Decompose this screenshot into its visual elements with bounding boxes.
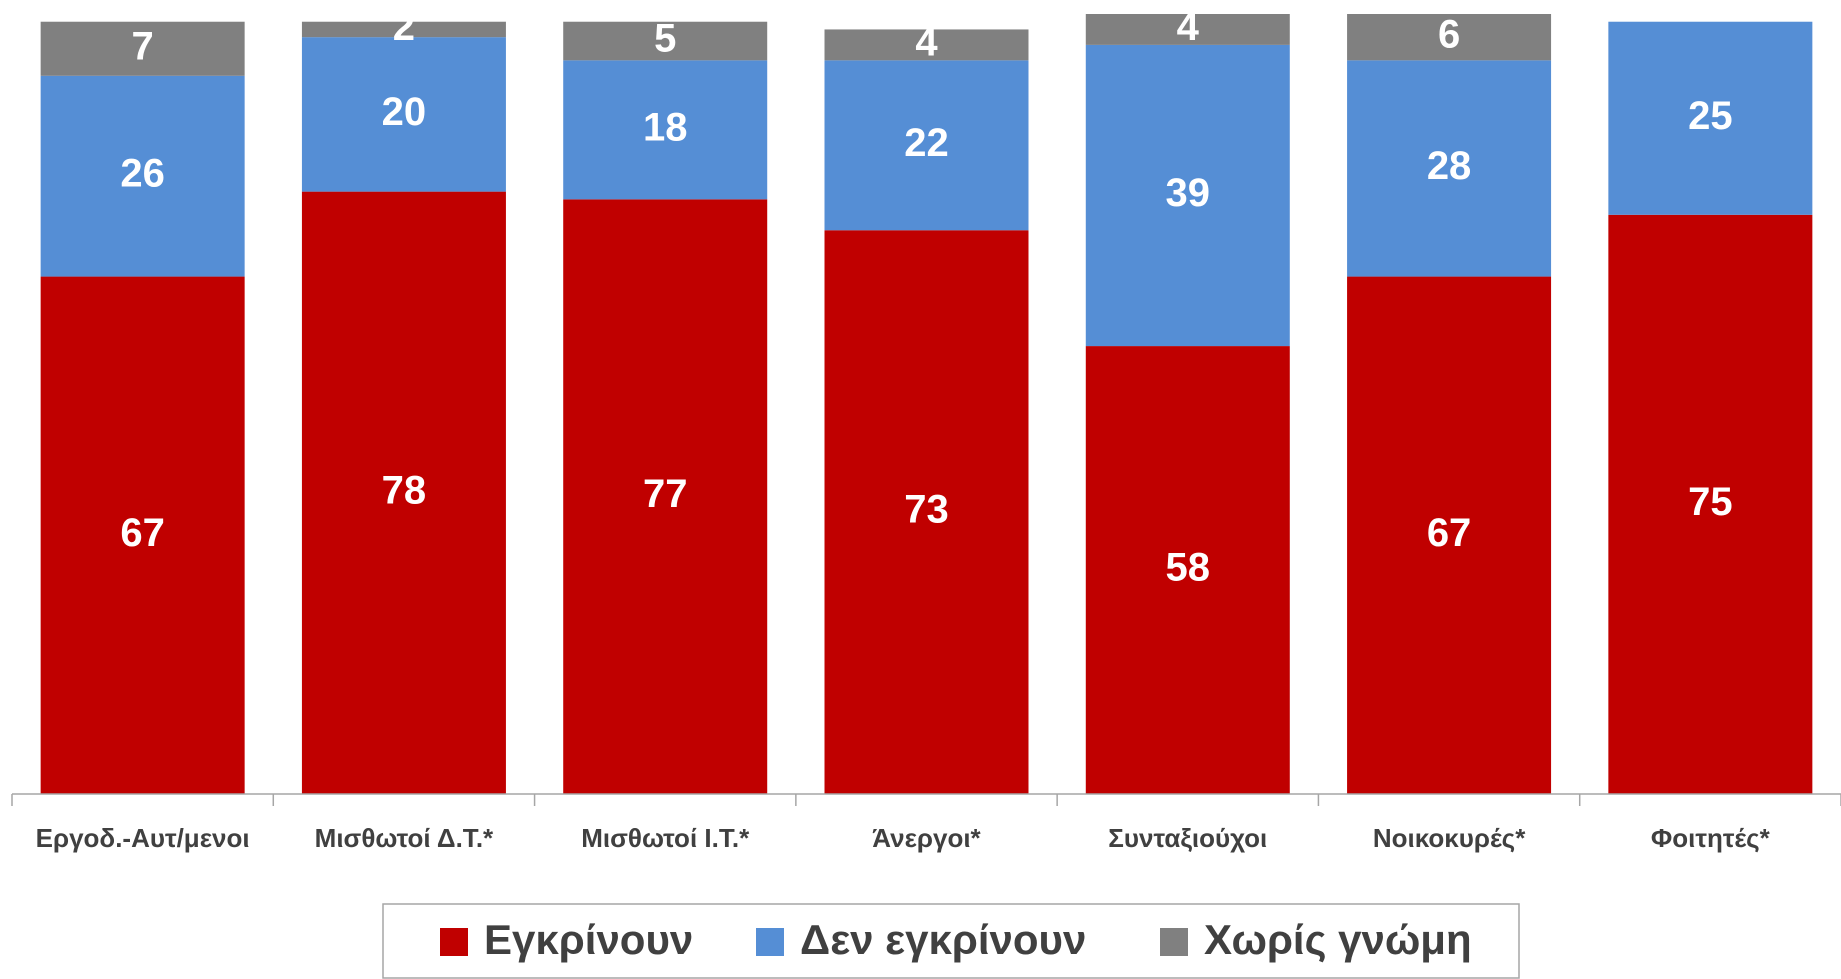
value-label: 28 xyxy=(1427,144,1472,188)
x-tick-label: Μισθωτοί Ι.Τ.* xyxy=(581,823,750,853)
bar-segment xyxy=(824,230,1029,795)
bar-segment xyxy=(824,60,1029,231)
bar-segment xyxy=(301,191,506,794)
value-label: 4 xyxy=(915,20,938,64)
value-label: 18 xyxy=(643,105,688,149)
legend-label: Εγκρίνουν xyxy=(484,916,693,963)
legend-label: Δεν εγκρίνουν xyxy=(800,916,1086,963)
bar-segment xyxy=(40,21,245,76)
bar-segment xyxy=(1347,14,1552,61)
value-label: 77 xyxy=(643,472,688,516)
bar-segment xyxy=(563,199,768,794)
value-label: 6 xyxy=(1438,13,1460,57)
value-label: 26 xyxy=(120,152,165,196)
bar-segment xyxy=(1347,276,1552,795)
bar-segment xyxy=(301,21,506,38)
value-label: 75 xyxy=(1688,480,1733,524)
bar-segment xyxy=(301,37,506,192)
value-label: 39 xyxy=(1166,171,1211,215)
value-label: 20 xyxy=(382,90,427,134)
value-label: 5 xyxy=(654,17,676,61)
legend-swatch xyxy=(1160,928,1188,956)
bar-segment xyxy=(1608,214,1813,794)
bar-segment xyxy=(1608,21,1813,215)
legend-swatch xyxy=(440,928,468,956)
value-label: 67 xyxy=(1427,511,1472,555)
bar-segment xyxy=(1085,14,1290,45)
value-label: 2 xyxy=(393,5,415,49)
bar-segment xyxy=(40,75,245,277)
x-tick-label: Συνταξιούχοι xyxy=(1108,823,1267,853)
x-tick-label: Φοιτητές* xyxy=(1651,823,1771,853)
bar-segment xyxy=(563,60,768,200)
value-label: 73 xyxy=(904,488,949,532)
x-tick-label: Εργοδ.-Αυτ/μενοι xyxy=(36,823,250,853)
bar-segment xyxy=(40,276,245,795)
value-label: 7 xyxy=(132,24,154,68)
legend-box xyxy=(382,903,1520,979)
bar-segment xyxy=(824,29,1029,61)
bar-segment xyxy=(1085,44,1290,347)
bar-segment xyxy=(1347,60,1552,277)
value-label: 67 xyxy=(120,511,165,555)
value-label: 25 xyxy=(1688,94,1733,138)
value-label: 4 xyxy=(1177,5,1200,49)
bar-segment xyxy=(563,21,768,61)
value-label: 58 xyxy=(1166,546,1211,590)
legend-swatch xyxy=(756,928,784,956)
value-label: 78 xyxy=(382,468,427,512)
x-tick-label: Μισθωτοί Δ.Τ.* xyxy=(315,823,494,853)
bar-segment xyxy=(1085,346,1290,794)
legend-label: Χωρίς γνώμη xyxy=(1204,916,1472,963)
value-label: 22 xyxy=(904,121,949,165)
x-tick-label: Νοικοκυρές* xyxy=(1373,823,1526,853)
x-tick-label: Άνεργοι* xyxy=(872,823,981,853)
